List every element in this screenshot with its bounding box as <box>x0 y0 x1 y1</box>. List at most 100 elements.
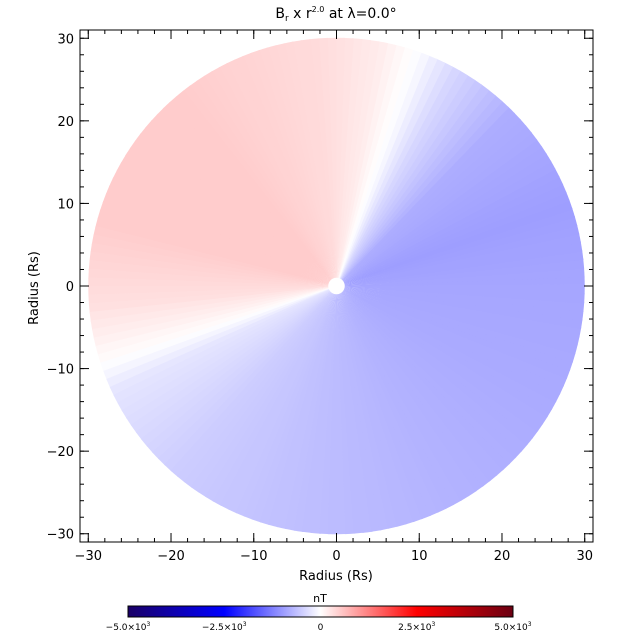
disk-sector <box>146 286 337 454</box>
disk-sector <box>336 175 564 286</box>
disk-sector <box>336 286 583 330</box>
y-tick-label: 30 <box>57 32 74 47</box>
y-axis-label: Radius (Rs) <box>27 251 42 325</box>
disk-sector <box>251 286 337 523</box>
x-tick-label: 10 <box>411 549 428 564</box>
disk-sector <box>182 85 337 286</box>
disk-sector <box>156 107 337 286</box>
disk-sector <box>336 286 578 355</box>
disk-sector <box>336 145 548 286</box>
disk-sector <box>336 41 389 287</box>
disk-sector <box>145 119 337 287</box>
disk-sector <box>336 100 509 286</box>
x-tick-label: −20 <box>157 549 184 564</box>
disk-sector <box>157 286 337 466</box>
disk-sector <box>203 71 337 286</box>
disk-sector <box>336 286 455 510</box>
disk-sector <box>121 286 337 420</box>
disk-sector <box>97 209 337 286</box>
x-axis-label: Radius (Rs) <box>299 569 373 584</box>
disk-sector <box>125 147 337 286</box>
disk-sector <box>235 286 337 517</box>
disk-sector <box>150 113 337 286</box>
x-tick-label: −10 <box>240 549 267 564</box>
disk-sector <box>259 286 337 526</box>
disk-sector <box>88 277 337 288</box>
disk-sector <box>227 286 337 514</box>
disk-sector <box>336 286 447 513</box>
disk-sector <box>336 66 461 287</box>
disk-sector <box>336 286 568 387</box>
disk-sector <box>336 46 414 286</box>
inner-hole <box>328 277 345 295</box>
disk-sector <box>139 126 337 286</box>
disk-sector <box>336 286 504 477</box>
disk-sector <box>336 152 552 286</box>
y-tick-label: −30 <box>47 528 74 543</box>
disk-sector <box>336 286 584 321</box>
disk-sector <box>336 58 446 286</box>
polarity-disk <box>88 37 585 535</box>
disk-sector <box>336 84 490 286</box>
disk-sector <box>175 90 337 287</box>
disk-sector <box>336 55 438 287</box>
disk-sector <box>336 286 585 304</box>
colorbar-tick-label: −2.5×103 <box>202 621 247 633</box>
disk-sector <box>336 39 380 286</box>
disk-sector <box>204 286 337 502</box>
disk-sector <box>336 286 557 411</box>
disk-sector <box>125 286 337 427</box>
x-tick-label: 0 <box>332 549 340 564</box>
disk-sector <box>336 160 556 286</box>
disk-sector <box>129 140 337 286</box>
y-tick-label: 20 <box>57 115 74 130</box>
disk-sector <box>336 125 533 287</box>
disk-sector <box>135 286 337 441</box>
disk-sector <box>336 284 585 295</box>
disk-sector <box>336 70 469 287</box>
disk-sector <box>336 286 477 497</box>
disk-sector <box>336 286 564 395</box>
disk-sector <box>336 286 580 347</box>
disk-sector <box>336 286 470 501</box>
disk-sector <box>90 242 337 286</box>
disk-sector <box>102 193 337 286</box>
disk-sector <box>336 286 517 465</box>
disk-sector <box>319 286 337 535</box>
disk-sector <box>183 286 337 488</box>
disk-sector <box>336 42 397 286</box>
disk-sector <box>210 66 337 286</box>
disk-sector <box>112 169 337 286</box>
disk-sector <box>243 286 337 520</box>
disk-sector <box>196 75 337 286</box>
disk-sector <box>116 161 337 286</box>
disk-sector <box>336 37 354 286</box>
disk-sector <box>276 286 337 530</box>
x-tick-label: 30 <box>576 549 593 564</box>
disk-sector <box>162 101 337 286</box>
y-tick-label: 0 <box>66 280 74 295</box>
disk-sector <box>336 286 539 439</box>
disk-sector <box>336 286 576 363</box>
disk-sector <box>176 286 337 483</box>
disk-sector <box>218 62 337 287</box>
disk-sector <box>336 44 405 287</box>
disk-sector <box>212 286 337 506</box>
colorbar-tick-label: −5.0×103 <box>106 621 151 633</box>
disk-sector <box>336 286 571 379</box>
disk-sector <box>130 286 337 434</box>
disk-sector <box>336 286 491 487</box>
disk-sector <box>336 286 553 418</box>
disk-sector <box>88 268 337 286</box>
y-tick-label: −10 <box>47 363 74 378</box>
disk-sector <box>169 95 337 287</box>
disk-sector <box>109 177 337 286</box>
y-tick-label: 10 <box>57 197 74 212</box>
disk-sector <box>336 286 498 482</box>
disk-sector <box>170 286 337 478</box>
disk-sector <box>197 286 337 498</box>
disk-sector <box>310 286 337 534</box>
disk-sector <box>268 286 337 528</box>
disk-sector <box>336 89 497 286</box>
